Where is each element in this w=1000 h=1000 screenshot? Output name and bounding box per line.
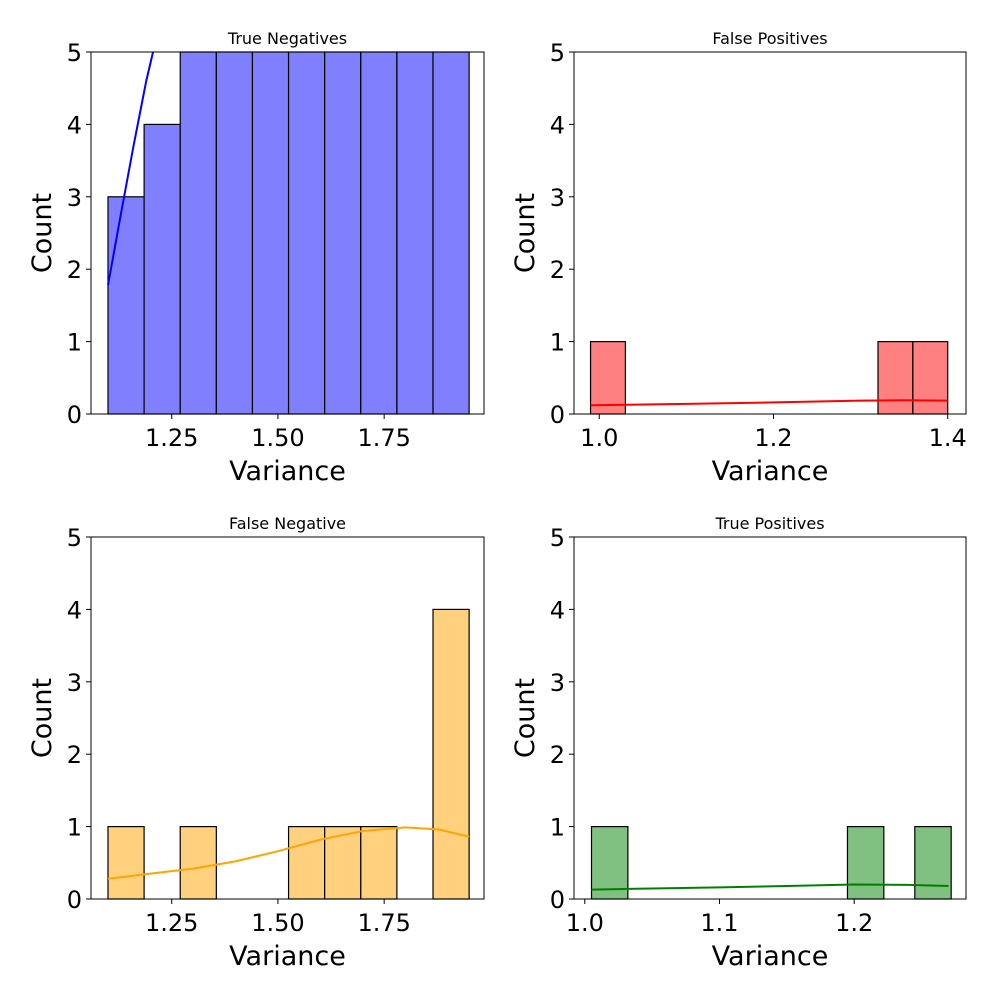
- y-tick-label: 5: [67, 39, 82, 67]
- y-tick-label: 1: [67, 814, 82, 842]
- y-tick-label: 3: [67, 184, 82, 212]
- y-tick-label: 3: [67, 669, 82, 697]
- y-tick-label: 2: [67, 741, 82, 769]
- chart-panel-4: 0 1 2 3 4 5 1.0 1.1 1.2 True Positives Variance Cou…: [510, 514, 967, 972]
- y-tick-label: 5: [67, 524, 82, 552]
- y-tick-label: 3: [550, 669, 565, 697]
- axes-frame: [573, 51, 967, 415]
- y-axis-label: Count: [510, 193, 541, 273]
- chart-title: True Negatives: [227, 29, 347, 48]
- x-tick-label: 1.2: [754, 424, 792, 452]
- kde-line: [107, 826, 470, 880]
- axes-frame: [90, 51, 485, 415]
- histogram-bar-8: [360, 51, 398, 415]
- x-tick-label: 1.25: [145, 424, 198, 452]
- chart-title: True Positives: [714, 514, 824, 533]
- x-tick-label: 1.2: [835, 909, 873, 937]
- histogram-bar-5: [251, 51, 290, 415]
- x-tick-label: 1.75: [357, 424, 410, 452]
- x-axis-label: Variance: [229, 456, 346, 487]
- histogram-bar-4: [215, 51, 254, 415]
- histogram-bar-6: [432, 608, 470, 900]
- kde-line: [590, 399, 948, 407]
- x-axis-label: Variance: [712, 941, 829, 972]
- histogram-bar-1: [107, 196, 145, 415]
- y-tick-label: 3: [550, 184, 565, 212]
- y-tick-label: 4: [550, 596, 565, 624]
- chart-title: False Positives: [712, 29, 827, 48]
- y-tick-label: 2: [67, 256, 82, 284]
- y-tick-label: 0: [550, 886, 565, 914]
- histogram-bar-5: [360, 825, 398, 900]
- x-tick-label: 1.1: [700, 909, 738, 937]
- histogram-bar-2: [846, 825, 885, 900]
- x-axis-label: Variance: [229, 941, 346, 972]
- histogram-bar-2: [143, 123, 181, 415]
- kde-line: [107, 52, 155, 286]
- axes-frame: [90, 536, 485, 900]
- chart-panel-1: 0 1 2 3 4 5 1.25 1.50 1.75 True Negatives Variance…: [27, 29, 485, 487]
- y-tick-label: 4: [67, 111, 82, 139]
- histogram-bar-6: [287, 51, 326, 415]
- y-tick-label: 1: [550, 329, 565, 357]
- histogram-bar-10: [432, 51, 470, 415]
- y-tick-label: 4: [550, 111, 565, 139]
- histogram-bar-9: [396, 51, 434, 415]
- x-tick-label: 1.4: [929, 424, 967, 452]
- x-axis-label: Variance: [712, 456, 829, 487]
- y-tick-label: 1: [67, 329, 82, 357]
- x-tick-label: 1.50: [251, 909, 304, 937]
- y-tick-label: 0: [67, 401, 82, 429]
- histogram-bar-3: [912, 341, 949, 415]
- y-axis-label: Count: [27, 678, 58, 758]
- y-tick-label: 1: [550, 814, 565, 842]
- y-tick-label: 0: [550, 401, 565, 429]
- y-axis-label: Count: [27, 193, 58, 273]
- y-tick-label: 4: [67, 596, 82, 624]
- chart-title: False Negative: [229, 514, 346, 533]
- histogram-bar-3: [179, 51, 217, 415]
- x-tick-label: 1.75: [357, 909, 410, 937]
- histogram-bar-1: [589, 341, 626, 415]
- y-tick-label: 0: [67, 886, 82, 914]
- chart-panel-2: 0 1 2 3 4 5 1.0 1.2 1.4 False Positives Variance Co…: [510, 29, 967, 487]
- y-tick-label: 2: [550, 741, 565, 769]
- histogram-bar-7: [324, 51, 362, 415]
- histogram-bar-3: [287, 825, 326, 900]
- x-tick-label: 1.0: [566, 909, 604, 937]
- y-tick-label: 5: [550, 524, 565, 552]
- histogram-bar-1: [107, 825, 145, 900]
- y-axis-label: Count: [510, 678, 541, 758]
- chart-panel-3: 0 1 2 3 4 5 1.25 1.50 1.75 False Negative Variance…: [27, 514, 485, 972]
- x-tick-label: 1.25: [145, 909, 198, 937]
- histogram-bar-1: [590, 825, 629, 900]
- axes-frame: [573, 536, 967, 900]
- x-tick-label: 1.50: [251, 424, 304, 452]
- histogram-bar-2: [179, 825, 217, 900]
- x-tick-label: 1.0: [580, 424, 618, 452]
- histogram-bar-3: [914, 825, 952, 900]
- y-tick-label: 2: [550, 256, 565, 284]
- histogram-bar-2: [877, 341, 914, 415]
- y-tick-label: 5: [550, 39, 565, 67]
- kde-line: [591, 883, 949, 891]
